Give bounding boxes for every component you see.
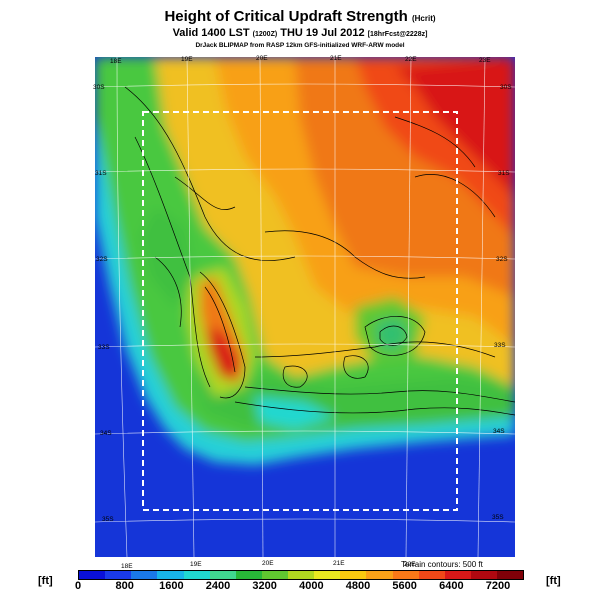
lat-label-left-2: 31S bbox=[95, 170, 107, 177]
colorbar-tick-label: 2400 bbox=[205, 580, 231, 592]
colorbar-cell bbox=[157, 571, 184, 579]
colorbar-cell bbox=[131, 571, 158, 579]
lat-label-right-3: 32S bbox=[496, 256, 508, 263]
colorbar-cell bbox=[314, 571, 341, 579]
lat-label-right-1: 30S bbox=[500, 84, 512, 91]
lon-label-top-5: 22E bbox=[405, 56, 417, 63]
lon-label-bottom-1: 18E bbox=[121, 563, 133, 570]
hcrit-color-field bbox=[95, 57, 515, 465]
lat-label-right-4: 33S bbox=[494, 342, 506, 349]
lat-label-right-5: 34S bbox=[493, 428, 505, 435]
colorbar-tick-label: 800 bbox=[115, 580, 134, 592]
colorbar-cell bbox=[235, 571, 262, 579]
map-subtitle: Valid 1400 LST (1200Z) THU 19 Jul 2012 [… bbox=[172, 27, 428, 39]
colorbar-tick-label: 7200 bbox=[485, 580, 511, 592]
colorbar-cell bbox=[444, 571, 471, 579]
lon-label-top-3: 20E bbox=[256, 55, 268, 62]
colorbar-cell bbox=[340, 571, 367, 579]
colorbar-tick-label: 5600 bbox=[392, 580, 417, 592]
lat-label-left-1: 30S bbox=[93, 84, 105, 91]
model-source: DrJack BLIPMAP from RASP 12km GFS-initia… bbox=[195, 42, 405, 49]
colorbar-cell bbox=[261, 571, 288, 579]
lat-label-left-6: 35S bbox=[102, 516, 114, 523]
colorbar bbox=[78, 570, 524, 580]
colorbar-cell bbox=[366, 571, 393, 579]
colorbar-tick-label: 1600 bbox=[159, 580, 184, 592]
inner-domain-box bbox=[142, 111, 458, 511]
lon-label-bottom-5: 22E bbox=[404, 561, 416, 568]
colorbar-unit-right: [ft] bbox=[546, 575, 561, 587]
colorbar-cell bbox=[392, 571, 419, 579]
terrain-contour-note: Terrain contours: 500 ft bbox=[401, 560, 483, 569]
colorbar-tick-label: 3200 bbox=[252, 580, 277, 592]
hcrit-map-field bbox=[95, 57, 515, 557]
colorbar-cell bbox=[288, 571, 315, 579]
lon-label-top-2: 19E bbox=[181, 56, 193, 63]
lat-label-left-5: 34S bbox=[100, 430, 112, 437]
colorbar-tick-label: 4800 bbox=[345, 580, 371, 592]
colorbar-unit-left: [ft] bbox=[38, 575, 53, 587]
colorbar-tick-label: 6400 bbox=[439, 580, 464, 592]
colorbar-cell bbox=[209, 571, 236, 579]
lon-label-bottom-3: 20E bbox=[262, 560, 274, 567]
lon-label-top-6: 23E bbox=[479, 57, 491, 64]
colorbar-cell bbox=[497, 571, 524, 579]
colorbar-cell bbox=[470, 571, 497, 579]
colorbar-tick-label: 0 bbox=[74, 580, 82, 592]
colorbar-cell bbox=[183, 571, 210, 579]
lat-label-left-4: 33S bbox=[98, 344, 110, 351]
lon-label-top-4: 21E bbox=[330, 55, 342, 62]
lon-label-top-1: 18E bbox=[110, 58, 122, 65]
lon-label-bottom-4: 21E bbox=[333, 560, 345, 567]
lat-label-right-6: 35S bbox=[492, 514, 504, 521]
lat-label-right-2: 31S bbox=[498, 170, 510, 177]
lon-label-bottom-2: 19E bbox=[190, 561, 202, 568]
colorbar-cell bbox=[418, 571, 445, 579]
lat-label-left-3: 32S bbox=[96, 256, 108, 263]
colorbar-cell bbox=[79, 571, 106, 579]
hcrit-map bbox=[95, 57, 515, 557]
colorbar-tick-label: 4000 bbox=[299, 580, 324, 592]
map-title: Height of Critical Updraft Strength (Hcr… bbox=[164, 8, 436, 25]
colorbar-cell bbox=[105, 571, 132, 579]
